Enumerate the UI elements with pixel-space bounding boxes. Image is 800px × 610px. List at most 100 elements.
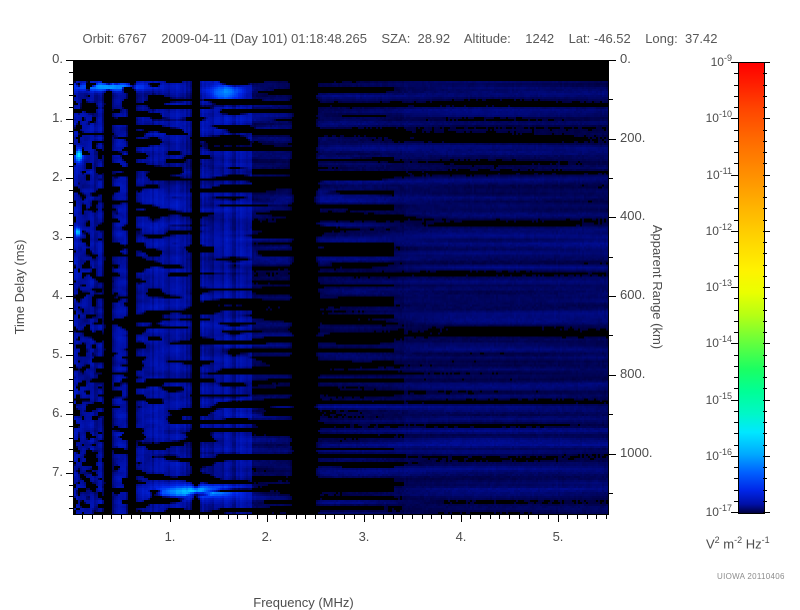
colorbar-tick <box>763 118 770 119</box>
colorbar-tick <box>731 400 738 401</box>
x-axis-minor-tick <box>189 515 190 519</box>
y-axis-minor-tick <box>69 379 73 380</box>
colorbar-tick <box>763 287 770 288</box>
colorbar-minor-tick <box>734 276 738 277</box>
colorbar-minor-tick <box>734 501 738 502</box>
y2-axis-tick <box>609 217 616 218</box>
colorbar-minor-tick <box>763 321 767 322</box>
colorbar-minor-tick <box>763 186 767 187</box>
colorbar-minor-tick <box>734 197 738 198</box>
x-axis-tick-label: 1. <box>164 529 176 544</box>
colorbar-minor-tick <box>734 411 738 412</box>
x-axis-minor-tick <box>82 515 83 519</box>
x-axis-minor-tick <box>286 515 287 519</box>
spectrogram-panel <box>73 60 609 515</box>
x-axis-minor-tick <box>140 515 141 519</box>
colorbar-tick-label: 10-11 <box>706 166 732 182</box>
x-axis-minor-tick <box>131 515 132 519</box>
y-axis-minor-tick <box>69 107 73 108</box>
y-axis-tick <box>66 414 73 415</box>
x-axis-minor-tick <box>577 515 578 519</box>
y2-axis-tick <box>609 139 616 140</box>
x-axis-minor-tick <box>596 515 597 519</box>
colorbar-minor-tick <box>763 490 767 491</box>
colorbar-tick-label: 10-13 <box>705 278 732 294</box>
colorbar-minor-tick <box>763 208 767 209</box>
x-axis-minor-tick <box>499 515 500 519</box>
y-axis-minor-tick <box>69 402 73 403</box>
y-axis-tick-label: 3. <box>52 228 63 243</box>
x-axis-minor-tick <box>160 515 161 519</box>
y2-axis-minor-tick <box>609 178 613 179</box>
x-axis-minor-tick <box>296 515 297 519</box>
y2-axis-tick <box>609 375 616 376</box>
colorbar-tick-label: 10-9 <box>710 53 732 69</box>
y-axis-minor-tick <box>69 390 73 391</box>
colorbar-minor-tick <box>734 152 738 153</box>
y-axis-tick-label: 1. <box>52 110 63 125</box>
colorbar-minor-tick <box>734 388 738 389</box>
y-axis-minor-tick <box>69 261 73 262</box>
x-axis-tick-label: 2. <box>261 529 273 544</box>
y-axis-tick-label: 0. <box>52 51 63 66</box>
x-axis-minor-tick <box>150 515 151 519</box>
colorbar-minor-tick <box>763 141 767 142</box>
x-axis-minor-tick <box>334 515 335 519</box>
colorbar-units-label: V2 m-2 Hz-1 <box>706 535 770 552</box>
colorbar-minor-tick <box>763 332 767 333</box>
colorbar-minor-tick <box>763 467 767 468</box>
x-axis-minor-tick <box>228 515 229 519</box>
colorbar-tick <box>731 62 738 63</box>
colorbar-minor-tick <box>734 253 738 254</box>
colorbar-minor-tick <box>734 220 738 221</box>
x-axis-tick-label: 3. <box>358 529 370 544</box>
colorbar-minor-tick <box>763 478 767 479</box>
colorbar-minor-tick <box>734 96 738 97</box>
x-axis-minor-tick <box>325 515 326 519</box>
colorbar-minor-tick <box>734 366 738 367</box>
y2-axis-tick <box>609 296 616 297</box>
y-axis-minor-tick <box>69 143 73 144</box>
colorbar-minor-tick <box>763 253 767 254</box>
colorbar-minor-tick <box>763 73 767 74</box>
x-axis-minor-tick <box>422 515 423 519</box>
colorbar-minor-tick <box>763 445 767 446</box>
y-axis-tick <box>66 296 73 297</box>
y-axis-tick-label: 4. <box>52 287 63 302</box>
x-axis-minor-tick <box>208 515 209 519</box>
colorbar-minor-tick <box>763 501 767 502</box>
y2-axis-minor-tick <box>609 99 613 100</box>
x-axis-minor-tick <box>121 515 122 519</box>
x-axis-minor-tick <box>102 515 103 519</box>
colorbar-tick-label: 10-10 <box>705 109 732 125</box>
colorbar-minor-tick <box>763 85 767 86</box>
y2-axis-tick-label: 600. <box>620 287 646 302</box>
y-axis-minor-tick <box>69 438 73 439</box>
y-axis-minor-tick <box>69 508 73 509</box>
y-axis-minor-tick <box>69 284 73 285</box>
y2-axis-tick-label: 400. <box>620 208 646 223</box>
y-axis-title: Time Delay (ms) <box>12 239 27 334</box>
colorbar-minor-tick <box>734 73 738 74</box>
y-axis-tick-label: 7. <box>52 464 63 479</box>
x-axis-title: Frequency (MHz) <box>253 595 354 610</box>
x-axis-minor-tick <box>441 515 442 519</box>
x-axis-minor-tick <box>393 515 394 519</box>
colorbar-tick <box>763 456 770 457</box>
x-axis-minor-tick <box>199 515 200 519</box>
colorbar-minor-tick <box>734 186 738 187</box>
x-axis-minor-tick <box>218 515 219 519</box>
watermark: UIOWA 20110406 <box>717 572 785 581</box>
y-axis-minor-tick <box>69 72 73 73</box>
colorbar <box>738 62 765 514</box>
colorbar-tick <box>763 512 770 513</box>
y2-axis-minor-tick <box>609 257 613 258</box>
y-axis-minor-tick <box>69 213 73 214</box>
colorbar-tick <box>731 343 738 344</box>
y-axis-tick <box>66 178 73 179</box>
colorbar-minor-tick <box>763 433 767 434</box>
colorbar-minor-tick <box>763 152 767 153</box>
x-axis-minor-tick <box>247 515 248 519</box>
colorbar-minor-tick <box>734 490 738 491</box>
y-axis-tick-label: 5. <box>52 346 63 361</box>
